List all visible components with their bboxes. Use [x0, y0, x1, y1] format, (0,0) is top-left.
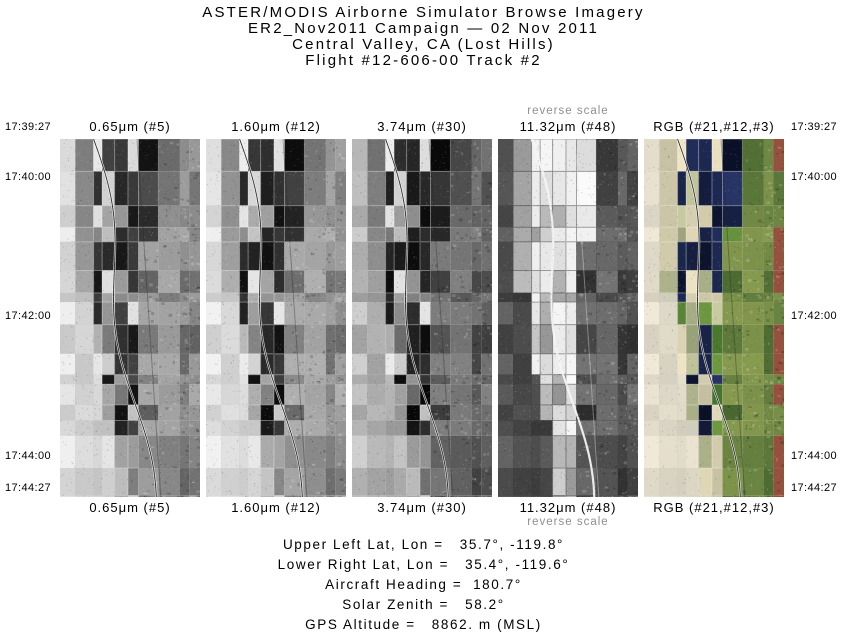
rgb-bottom-label: RGB (#21,#12,#3): [653, 500, 775, 515]
gps-altitude: GPS Altitude = 8862. m (MSL): [305, 617, 542, 632]
band3-top-label: 3.74μm (#30): [377, 119, 467, 134]
time-tick-left-5: 17:44:27: [5, 482, 52, 494]
reverse-scale-note-bottom: reverse scale: [527, 516, 609, 528]
lower-right-latlon: Lower Right Lat, Lon = 35.4°, -119.6°: [277, 557, 570, 572]
time-tick-left-3: 17:42:00: [5, 310, 52, 322]
band4-top-label: 11.32μm (#48): [519, 119, 617, 134]
band1-image-strip: [60, 139, 200, 497]
time-tick-right-2: 17:40:00: [791, 171, 838, 183]
band1-bottom-label: 0.65μm (#5): [89, 500, 171, 515]
time-tick-right-1: 17:39:27: [791, 121, 838, 133]
band3-bottom-label: 3.74μm (#30): [377, 500, 467, 515]
campaign-date-line: ER2_Nov2011 Campaign — 02 Nov 2011: [247, 20, 600, 37]
location-line: Central Valley, CA (Lost Hills): [292, 36, 555, 53]
time-tick-left-2: 17:40:00: [5, 171, 52, 183]
page-title: ASTER/MODIS Airborne Simulator Browse Im…: [202, 4, 645, 21]
rgb-top-label: RGB (#21,#12,#3): [653, 119, 775, 134]
time-tick-left-4: 17:44:00: [5, 450, 52, 462]
time-tick-left-1: 17:39:27: [5, 121, 52, 133]
upper-left-latlon: Upper Left Lat, Lon = 35.7°, -119.8°: [282, 537, 565, 552]
band4-bottom-label: 11.32μm (#48): [519, 500, 617, 515]
aircraft-heading: Aircraft Heading = 180.7°: [325, 577, 522, 592]
band2-bottom-label: 1.60μm (#12): [231, 500, 321, 515]
band2-image-strip: [206, 139, 346, 497]
band2-top-label: 1.60μm (#12): [231, 119, 321, 134]
time-tick-right-4: 17:44:00: [791, 450, 838, 462]
time-tick-right-3: 17:42:00: [791, 310, 838, 322]
time-tick-right-5: 17:44:27: [791, 482, 838, 494]
title-block: ASTER/MODIS Airborne Simulator Browse Im…: [0, 5, 847, 69]
band4-image-strip: [498, 139, 638, 497]
band1-top-label: 0.65μm (#5): [89, 119, 171, 134]
rgb-image-strip: [644, 139, 784, 497]
flight-track-line: Flight #12-606-00 Track #2: [305, 52, 542, 69]
band3-image-strip: [352, 139, 492, 497]
solar-zenith: Solar Zenith = 58.2°: [342, 597, 505, 612]
reverse-scale-note-top: reverse scale: [527, 105, 609, 117]
